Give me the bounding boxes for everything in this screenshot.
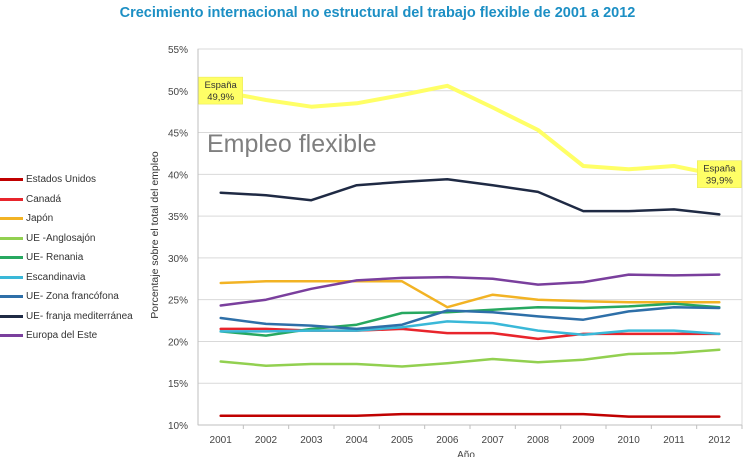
legend-label: Europa del Este	[26, 330, 98, 342]
legend-swatch	[0, 178, 23, 182]
series-line	[219, 280, 721, 309]
y-tick-label: 15%	[168, 379, 188, 390]
series-line	[219, 320, 721, 337]
x-tick-label: 2002	[255, 435, 278, 446]
annotation-label: España	[703, 164, 736, 175]
series-line	[219, 348, 721, 368]
legend-label: Canadá	[26, 193, 62, 205]
legend-label: Estados Unidos	[26, 174, 97, 186]
legend-swatch	[0, 314, 23, 318]
annotation-box	[697, 160, 742, 188]
legend-label: Japón	[26, 213, 54, 225]
y-tick-label: 40%	[168, 170, 188, 181]
y-axis-label: Porcentaje sobre el total del empleo	[149, 151, 161, 319]
y-tick-label: 45%	[168, 129, 188, 140]
y-tick-label: 25%	[168, 296, 188, 307]
y-tick-label: 10%	[168, 421, 188, 432]
legend-label: UE -Anglosajón	[26, 232, 96, 244]
legend-item: Canadá	[0, 190, 200, 210]
x-tick-label: 2003	[300, 435, 323, 446]
legend-item: UE -Anglosajón	[0, 229, 200, 249]
x-tick-label: 2005	[391, 435, 414, 446]
x-tick-label: 2012	[708, 435, 731, 446]
chart-legend: Estados Unidos Canadá Japón UE -Anglosajón U…	[0, 170, 200, 346]
y-tick-label: 30%	[168, 254, 188, 265]
series-line	[219, 178, 721, 216]
plot-area	[197, 48, 743, 426]
x-tick-label: 2001	[210, 435, 233, 446]
legend-item: UE- franja mediterránea	[0, 307, 200, 327]
inner-chart-title: Empleo flexible	[207, 130, 377, 158]
legend-label: UE- Renania	[26, 252, 84, 264]
legend-item: Escandinavia	[0, 268, 200, 288]
legend-swatch	[0, 197, 23, 201]
legend-label: Escandinavia	[26, 271, 86, 283]
legend-swatch	[0, 256, 23, 260]
annotation-label: España	[205, 80, 238, 91]
y-tick-label: 35%	[168, 212, 188, 223]
y-tick-label: 50%	[168, 87, 188, 98]
legend-item: UE- Renania	[0, 248, 200, 268]
x-tick-label: 2006	[436, 435, 459, 446]
legend-swatch	[0, 334, 23, 338]
x-tick-label: 2007	[482, 435, 505, 446]
x-axis-label: Año	[457, 450, 475, 457]
legend-item: Estados Unidos	[0, 170, 200, 190]
chart-title: Crecimiento internacional no estructural…	[119, 5, 636, 21]
legend-swatch	[0, 295, 23, 299]
x-tick-label: 2008	[527, 435, 550, 446]
legend-item: Japón	[0, 209, 200, 229]
series-line	[218, 83, 722, 178]
legend-label: UE- franja mediterránea	[26, 310, 133, 322]
x-tick-label: 2004	[346, 435, 369, 446]
series-line	[219, 412, 721, 418]
annotation-label: 49,9%	[207, 92, 234, 103]
legend-item: Europa del Este	[0, 326, 200, 346]
legend-swatch	[0, 217, 23, 221]
legend-swatch	[0, 236, 23, 240]
x-tick-label: 2011	[663, 435, 685, 446]
y-tick-label: 20%	[168, 337, 188, 348]
x-tick-label: 2010	[618, 435, 641, 446]
y-tick-label: 55%	[168, 45, 188, 56]
annotation-box	[198, 76, 243, 105]
series-line	[219, 273, 721, 307]
legend-label: UE- Zona francófona	[26, 291, 119, 303]
annotation-label: 39,9%	[706, 176, 733, 187]
x-tick-label: 2009	[572, 435, 595, 446]
legend-swatch	[0, 275, 23, 279]
legend-item: UE- Zona francófona	[0, 287, 200, 307]
series-line	[219, 305, 721, 331]
